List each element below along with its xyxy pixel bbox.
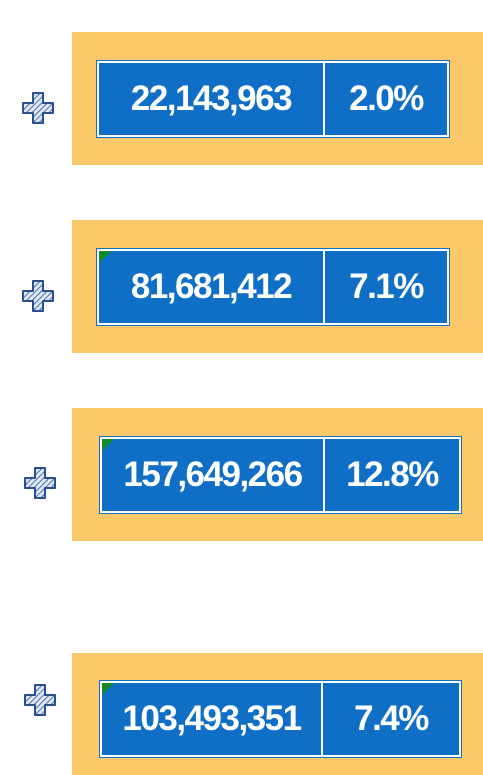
percent-cell: 7.4% — [354, 699, 429, 738]
value-cell: 22,143,963 — [99, 63, 325, 135]
cell-pair: 157,649,266 12.8% — [99, 436, 462, 514]
percent-cell: 2.0% — [349, 79, 424, 118]
cell-pair: 81,681,412 7.1% — [96, 248, 450, 326]
value-cell: 157,649,266 — [102, 439, 325, 511]
plus-icon — [22, 280, 54, 312]
plus-icon — [22, 92, 54, 124]
plus-icon — [24, 684, 56, 716]
value-cell: 81,681,412 — [99, 251, 325, 323]
comment-marker — [99, 251, 111, 263]
percent-cell: 7.1% — [349, 267, 424, 306]
comment-marker — [102, 439, 114, 451]
cell-pair: 103,493,351 7.4% — [99, 680, 462, 758]
cell-pair: 22,143,963 2.0% — [96, 60, 450, 138]
comment-marker — [102, 683, 114, 695]
percent-cell: 12.8% — [346, 455, 439, 494]
value-cell: 103,493,351 — [102, 683, 323, 755]
plus-icon — [24, 467, 56, 499]
